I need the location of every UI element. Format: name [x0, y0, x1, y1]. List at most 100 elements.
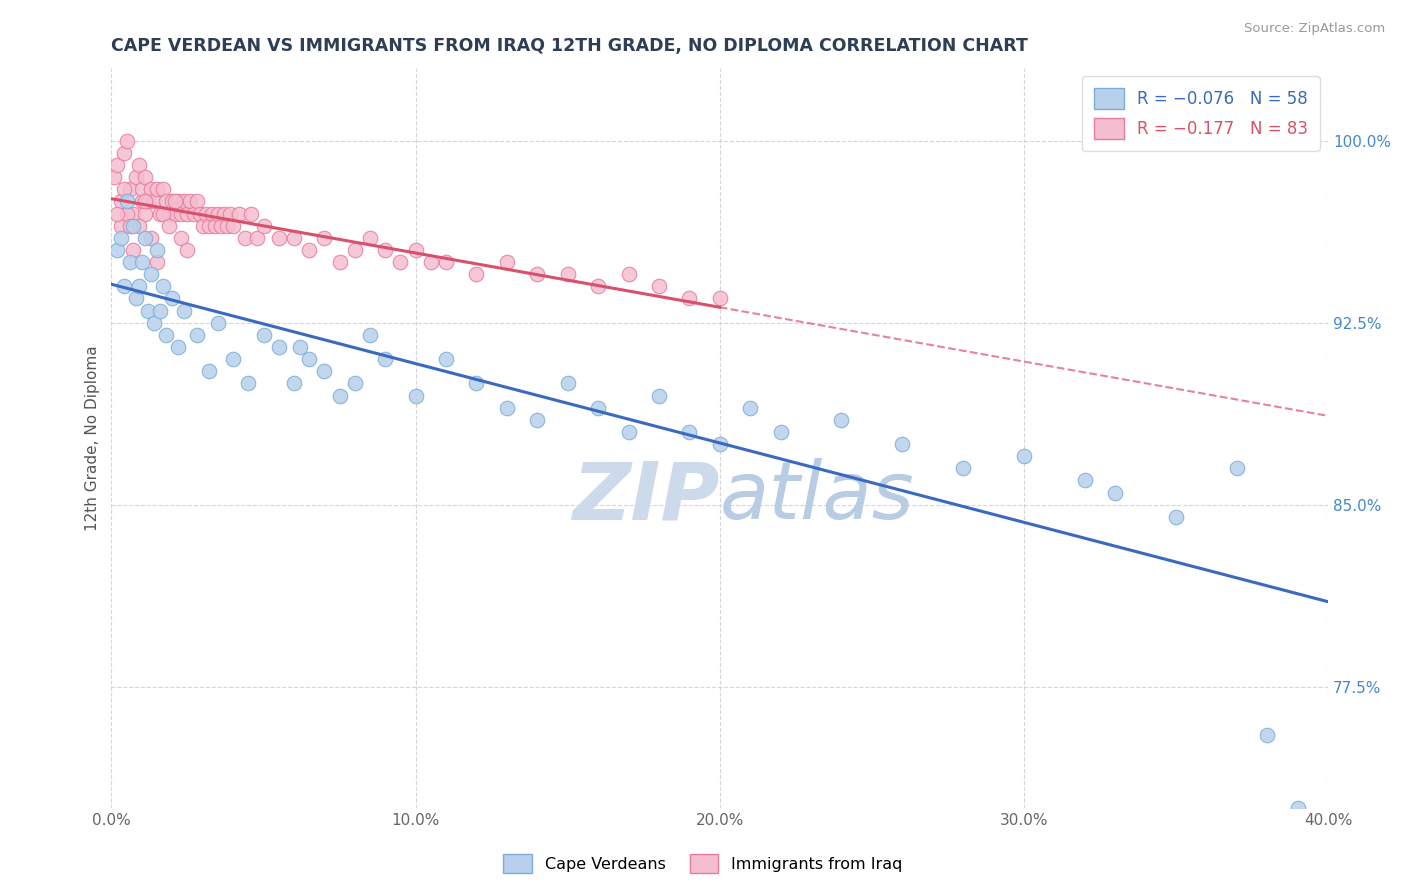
Point — [149, 303, 172, 318]
Point — [405, 243, 427, 257]
Point — [186, 194, 208, 209]
Point — [121, 219, 143, 233]
Point — [165, 206, 187, 220]
Point — [155, 327, 177, 342]
Point — [107, 243, 129, 257]
Point — [465, 376, 488, 391]
Point — [526, 267, 548, 281]
Point — [1104, 485, 1126, 500]
Point — [434, 352, 457, 367]
Point — [1286, 801, 1309, 815]
Point — [173, 194, 195, 209]
Point — [197, 364, 219, 378]
Point — [128, 158, 150, 172]
Point — [173, 303, 195, 318]
Point — [314, 231, 336, 245]
Point — [709, 437, 731, 451]
Point — [134, 170, 156, 185]
Text: atlas: atlas — [720, 458, 914, 536]
Point — [207, 316, 229, 330]
Point — [343, 243, 366, 257]
Point — [125, 170, 148, 185]
Point — [314, 364, 336, 378]
Point — [107, 158, 129, 172]
Point — [557, 267, 579, 281]
Point — [143, 316, 166, 330]
Point — [434, 255, 457, 269]
Point — [389, 255, 412, 269]
Point — [194, 206, 217, 220]
Point — [1164, 509, 1187, 524]
Point — [228, 206, 250, 220]
Point — [165, 194, 187, 209]
Point — [139, 231, 162, 245]
Point — [617, 425, 640, 439]
Point — [188, 206, 211, 220]
Point — [246, 231, 269, 245]
Point — [139, 182, 162, 196]
Text: Source: ZipAtlas.com: Source: ZipAtlas.com — [1244, 22, 1385, 36]
Point — [1074, 474, 1097, 488]
Point — [830, 413, 852, 427]
Point — [118, 255, 141, 269]
Point — [343, 376, 366, 391]
Point — [143, 194, 166, 209]
Point — [586, 401, 609, 415]
Point — [167, 340, 190, 354]
Point — [495, 401, 517, 415]
Point — [359, 327, 381, 342]
Point — [212, 206, 235, 220]
Point — [139, 267, 162, 281]
Point — [167, 194, 190, 209]
Point — [149, 206, 172, 220]
Point — [648, 279, 671, 293]
Point — [170, 231, 193, 245]
Point — [557, 376, 579, 391]
Point — [186, 327, 208, 342]
Point — [238, 376, 260, 391]
Point — [146, 243, 169, 257]
Point — [128, 219, 150, 233]
Point — [617, 267, 640, 281]
Point — [103, 170, 125, 185]
Point — [134, 231, 156, 245]
Point — [405, 388, 427, 402]
Point — [110, 231, 132, 245]
Point — [152, 206, 174, 220]
Point — [283, 231, 305, 245]
Point — [125, 292, 148, 306]
Point — [207, 206, 229, 220]
Point — [359, 231, 381, 245]
Point — [328, 388, 350, 402]
Point — [162, 194, 184, 209]
Point — [1226, 461, 1249, 475]
Point — [146, 255, 169, 269]
Point — [709, 292, 731, 306]
Point — [176, 206, 198, 220]
Point — [419, 255, 441, 269]
Point — [157, 219, 180, 233]
Point — [209, 219, 232, 233]
Point — [298, 243, 321, 257]
Point — [157, 206, 180, 220]
Point — [112, 182, 135, 196]
Point — [134, 206, 156, 220]
Point — [183, 206, 205, 220]
Point — [118, 182, 141, 196]
Point — [298, 352, 321, 367]
Text: ZIP: ZIP — [572, 458, 720, 536]
Point — [110, 219, 132, 233]
Point — [769, 425, 792, 439]
Point — [131, 182, 153, 196]
Legend: R = −0.076   N = 58, R = −0.177   N = 83: R = −0.076 N = 58, R = −0.177 N = 83 — [1083, 77, 1320, 151]
Point — [678, 292, 700, 306]
Point — [176, 243, 198, 257]
Point — [146, 182, 169, 196]
Point — [118, 219, 141, 233]
Point — [526, 413, 548, 427]
Point — [134, 194, 156, 209]
Point — [191, 219, 214, 233]
Point — [115, 134, 138, 148]
Point — [374, 352, 396, 367]
Point — [204, 219, 226, 233]
